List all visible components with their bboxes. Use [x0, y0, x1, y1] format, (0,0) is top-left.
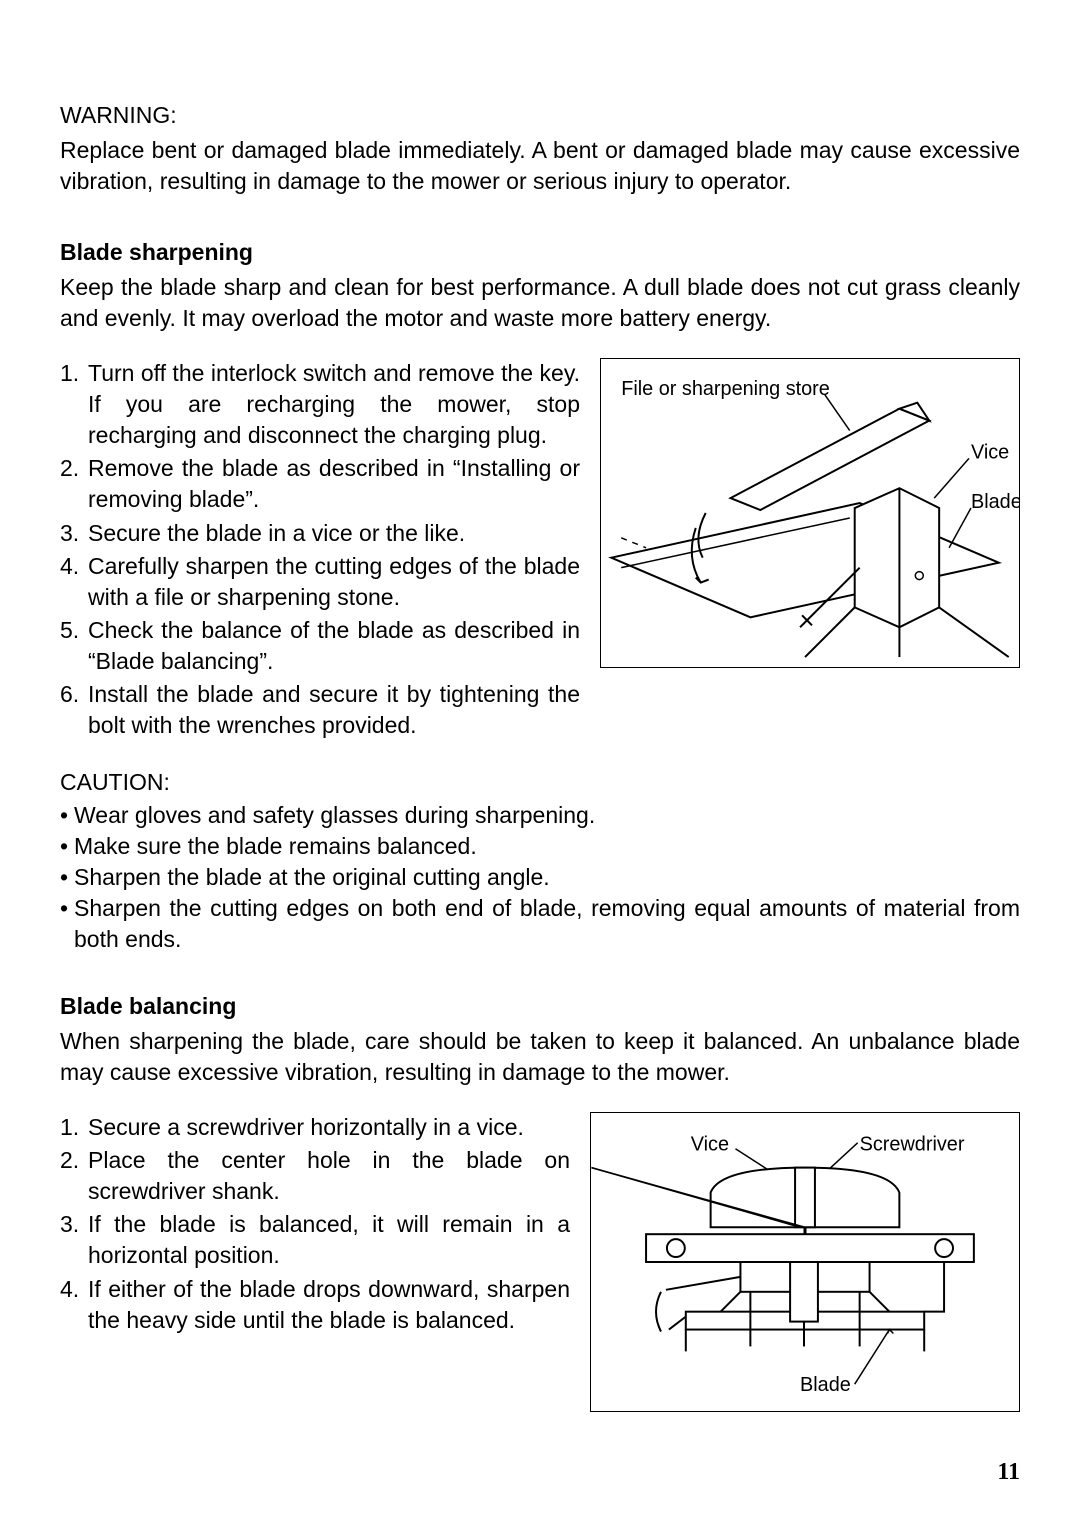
list-item: 1.Secure a screwdriver horizontally in a… — [60, 1112, 570, 1143]
fig-label-blade: Blade — [971, 491, 1020, 513]
list-item: 6.Install the blade and secure it by tig… — [60, 679, 580, 741]
page-number: 11 — [997, 1456, 1020, 1488]
sharpening-figure: File or sharpening store V — [600, 358, 1020, 676]
fig2-label-vice: Vice — [691, 1134, 729, 1156]
vice-shape — [855, 488, 939, 627]
fig2-label-blade: Blade — [800, 1374, 851, 1396]
list-item: •Sharpen the cutting edges on both end o… — [60, 893, 1020, 955]
fig-label-vice: Vice — [971, 442, 1009, 464]
list-item: 5.Check the balance of the blade as desc… — [60, 615, 580, 677]
list-item: 4.If either of the blade drops downward,… — [60, 1274, 570, 1336]
balancing-row: 1.Secure a screwdriver horizontally in a… — [60, 1112, 1020, 1420]
list-item: 3.If the blade is balanced, it will rema… — [60, 1209, 570, 1271]
sharpening-intro: Keep the blade sharp and clean for best … — [60, 272, 1020, 334]
list-item: 2.Remove the blade as described in “Inst… — [60, 453, 580, 515]
list-item: 2.Place the center hole in the blade on … — [60, 1145, 570, 1207]
blade2-shape — [646, 1234, 974, 1262]
list-item: 1.Turn off the interlock switch and remo… — [60, 358, 580, 451]
blade-shape — [611, 503, 998, 617]
balancing-title: Blade balancing — [60, 991, 1020, 1022]
list-item: •Make sure the blade remains balanced. — [60, 831, 1020, 862]
sharpening-row: 1.Turn off the interlock switch and remo… — [60, 358, 1020, 743]
list-item: 3.Secure the blade in a vice or the like… — [60, 518, 580, 549]
sharpening-title: Blade sharpening — [60, 237, 1020, 268]
caution-bullets: •Wear gloves and safety glasses during s… — [60, 800, 1020, 955]
balancing-intro: When sharpening the blade, care should b… — [60, 1026, 1020, 1088]
balancing-steps: 1.Secure a screwdriver horizontally in a… — [60, 1112, 570, 1337]
warning-heading: WARNING: — [60, 100, 1020, 131]
warning-text: Replace bent or damaged blade immediatel… — [60, 135, 1020, 197]
list-item: •Sharpen the blade at the original cutti… — [60, 862, 1020, 893]
balancing-figure: Vice Screwdriver — [590, 1112, 1020, 1420]
list-item: •Wear gloves and safety glasses during s… — [60, 800, 1020, 831]
list-item: 4.Carefully sharpen the cutting edges of… — [60, 551, 580, 613]
fig2-label-screwdriver: Screwdriver — [860, 1134, 965, 1156]
sharpening-steps: 1.Turn off the interlock switch and remo… — [60, 358, 580, 743]
caution-heading: CAUTION: — [60, 767, 1020, 798]
fig-label-file: File or sharpening store — [621, 378, 830, 400]
